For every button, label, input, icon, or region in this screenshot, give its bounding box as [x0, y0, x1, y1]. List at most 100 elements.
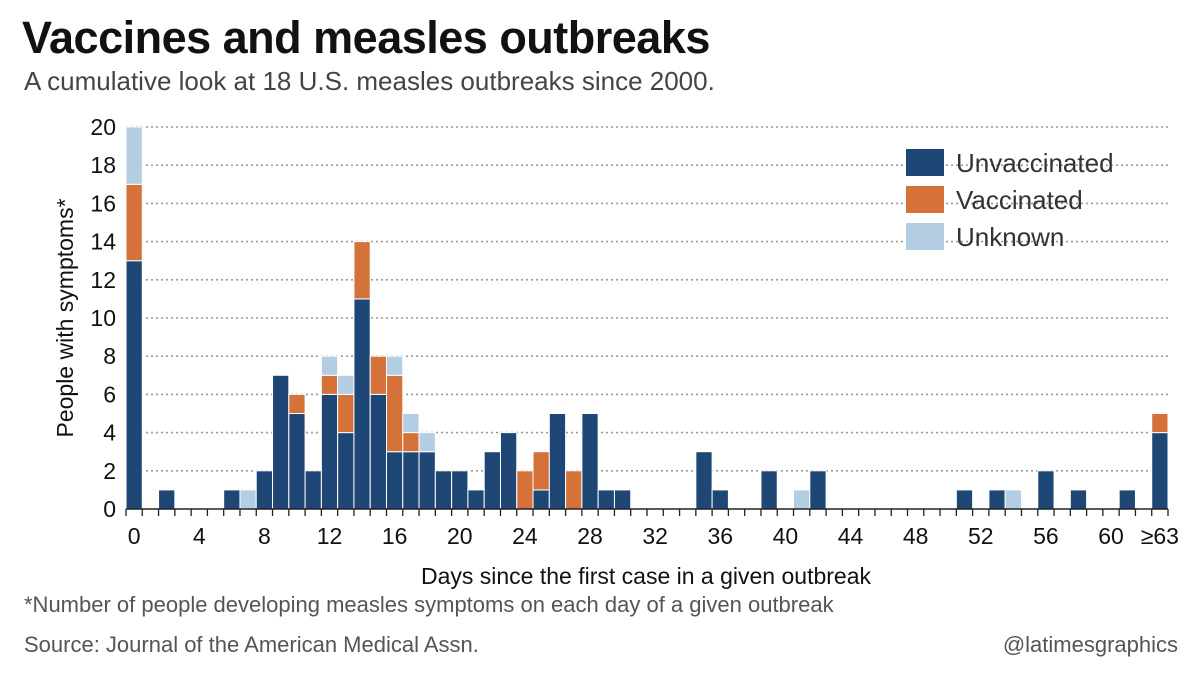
- bar-unvaccinated-day-16: [386, 451, 404, 510]
- bar-unvaccinated-day-9: [272, 374, 290, 510]
- legend: Unvaccinated Vaccinated Unknown: [906, 148, 1114, 252]
- x-tick-label: 28: [577, 523, 603, 549]
- y-tick-label: 16: [90, 190, 116, 216]
- y-tick-label: 10: [90, 305, 116, 331]
- y-tick-label: 0: [103, 496, 116, 522]
- legend-swatch-unknown: [906, 223, 944, 250]
- x-axis: 0 4 8 12 16 20 24 28 32 36 40 44 48 52 56 60 ≥63: [125, 508, 1179, 549]
- credit-link[interactable]: @latimesgraphics: [1002, 632, 1178, 657]
- bar-unknown-day-12: [320, 355, 339, 376]
- bar-unvaccinated-day-22: [483, 451, 501, 510]
- bar-unvaccinated-day-15: [369, 393, 387, 510]
- bar-unvaccinated-day-25: [532, 489, 550, 510]
- bar-unvaccinated-day-6: [223, 489, 241, 510]
- bar-unvaccinated-day-11: [304, 470, 322, 510]
- bar-vaccinated-day-12: [320, 374, 339, 395]
- x-tick-label: 36: [707, 523, 733, 549]
- legend-swatch-unvaccinated: [906, 149, 944, 176]
- bar-vaccinated-day-17: [402, 432, 420, 453]
- y-tick-label: 8: [103, 343, 116, 369]
- bar-unvaccinated-day-17: [402, 451, 420, 510]
- chart-subtitle: A cumulative look at 18 U.S. measles out…: [24, 66, 715, 96]
- bar-unvaccinated-day-19: [434, 470, 453, 510]
- y-tick-label: 6: [103, 381, 116, 407]
- bar-unvaccinated-day-30: [613, 489, 632, 510]
- y-tick-label: 2: [103, 458, 116, 484]
- bar-unvaccinated-day-2: [158, 489, 176, 510]
- bar-vaccinated-day-0: [125, 183, 143, 262]
- x-tick-label: 32: [642, 523, 668, 549]
- x-tick-label: 24: [512, 523, 538, 549]
- bar-unvaccinated-day-53: [988, 489, 1006, 510]
- x-tick-label: 4: [193, 523, 206, 549]
- bar-vaccinated-day-16: [386, 374, 404, 453]
- y-tick-label: 18: [90, 152, 116, 178]
- bar-unvaccinated-day-13: [337, 432, 355, 510]
- bar-unknown-day-0: [125, 126, 143, 185]
- x-tick-label: 0: [128, 523, 141, 549]
- bar-unvaccinated-day-58: [1069, 489, 1088, 510]
- bar-vaccinated-day-10: [288, 393, 306, 414]
- bar-unvaccinated-day-28: [581, 413, 599, 510]
- bar-vaccinated-day-15: [369, 355, 387, 395]
- bar-vaccinated-day-14: [353, 241, 371, 300]
- legend-label-vaccinated: Vaccinated: [956, 185, 1083, 215]
- y-axis-ticks: 0 2 4 6 8 10 12 14 16 18 20: [90, 114, 116, 522]
- bar-unknown-day-17: [402, 413, 420, 434]
- bar-vaccinated-day-24: [516, 470, 534, 510]
- bar-unvaccinated-day-0: [125, 260, 143, 510]
- x-tick-label: 40: [773, 523, 799, 549]
- x-tick-label: 20: [447, 523, 473, 549]
- bar-unvaccinated-day-35: [695, 451, 713, 510]
- x-tick-label: 48: [903, 523, 929, 549]
- bar-unvaccinated-day-56: [1037, 470, 1055, 510]
- bar-unvaccinated-day-20: [451, 470, 469, 510]
- bar-vaccinated-day-25: [532, 451, 550, 491]
- bar-unvaccinated-day-14: [353, 298, 371, 510]
- bar-unvaccinated-day-63: [1151, 432, 1169, 510]
- bar-unvaccinated-day-26: [548, 413, 567, 510]
- source-note: Source: Journal of the American Medical …: [24, 632, 479, 657]
- x-tick-label: 60: [1098, 523, 1124, 549]
- bar-unknown-day-18: [418, 432, 436, 453]
- bar-unvaccinated-day-12: [320, 393, 339, 510]
- bar-unknown-day-13: [337, 374, 355, 395]
- bar-unvaccinated-day-61: [1118, 489, 1136, 510]
- legend-label-unvaccinated: Unvaccinated: [956, 148, 1114, 178]
- chart-title: Vaccines and measles outbreaks: [22, 12, 710, 63]
- x-tick-label: 44: [838, 523, 864, 549]
- bar-unvaccinated-day-10: [288, 413, 306, 510]
- bar-unvaccinated-day-51: [955, 489, 974, 510]
- bar-unvaccinated-day-39: [760, 470, 778, 510]
- bar-vaccinated-day-63: [1151, 413, 1169, 434]
- grid-lines: [126, 126, 1168, 472]
- legend-label-unknown: Unknown: [956, 222, 1064, 252]
- y-axis-title: People with symptoms*: [52, 198, 78, 437]
- bar-unknown-day-41: [793, 489, 811, 510]
- bar-unvaccinated-day-36: [711, 489, 729, 510]
- bar-unvaccinated-day-42: [809, 470, 827, 510]
- bar-unvaccinated-day-18: [418, 451, 436, 510]
- y-tick-label: 14: [90, 229, 116, 255]
- footnote: *Number of people developing measles sym…: [24, 592, 834, 617]
- bar-unknown-day-7: [239, 489, 257, 510]
- x-tick-label: 12: [317, 523, 343, 549]
- x-tick-label: 52: [968, 523, 994, 549]
- x-tick-label: ≥63: [1141, 523, 1179, 549]
- y-tick-label: 4: [103, 420, 116, 446]
- bar-unknown-day-16: [386, 355, 404, 376]
- y-tick-label: 12: [90, 267, 116, 293]
- x-tick-label: 16: [382, 523, 408, 549]
- legend-swatch-vaccinated: [906, 186, 944, 213]
- bar-unvaccinated-day-21: [467, 489, 485, 510]
- x-tick-label: 8: [258, 523, 271, 549]
- bar-unknown-day-54: [1004, 489, 1022, 510]
- bar-vaccinated-day-27: [565, 470, 583, 510]
- bar-unvaccinated-day-8: [255, 470, 274, 510]
- bar-unvaccinated-day-23: [499, 432, 518, 510]
- bar-unvaccinated-day-29: [597, 489, 615, 510]
- x-axis-title: Days since the first case in a given out…: [421, 563, 872, 589]
- bar-vaccinated-day-13: [337, 393, 355, 434]
- x-tick-label: 56: [1033, 523, 1059, 549]
